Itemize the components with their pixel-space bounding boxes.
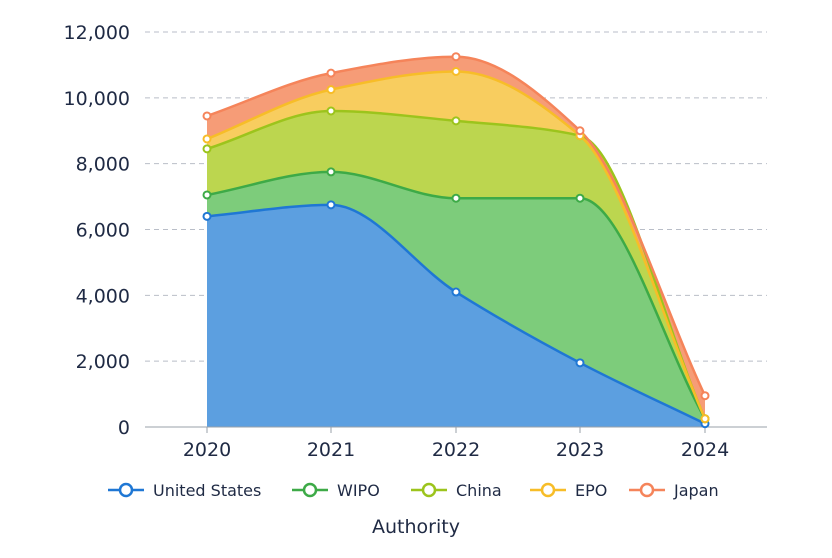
x-axis-title: Authority xyxy=(372,516,460,538)
legend-item-china[interactable]: China xyxy=(411,481,502,500)
x-tick-label: 2023 xyxy=(556,439,604,461)
legend-marker-icon xyxy=(304,484,316,496)
legend-marker-icon xyxy=(120,484,132,496)
y-tick-label: 6,000 xyxy=(76,220,130,242)
point-china[interactable] xyxy=(453,117,460,124)
y-tick-label: 10,000 xyxy=(64,88,130,110)
legend-item-united-states[interactable]: United States xyxy=(108,481,261,500)
x-tick-label: 2024 xyxy=(681,439,729,461)
point-united-states[interactable] xyxy=(328,201,335,208)
point-epo[interactable] xyxy=(453,68,460,75)
point-china[interactable] xyxy=(328,108,335,115)
point-china[interactable] xyxy=(204,145,211,152)
y-tick-label: 4,000 xyxy=(76,285,130,307)
point-wipo[interactable] xyxy=(204,191,211,198)
series-areas xyxy=(207,57,705,427)
y-tick-label: 8,000 xyxy=(76,154,130,176)
legend-item-wipo[interactable]: WIPO xyxy=(292,481,380,500)
legend-label: United States xyxy=(153,481,261,500)
x-tick-label: 2021 xyxy=(307,439,355,461)
point-epo[interactable] xyxy=(204,135,211,142)
point-united-states[interactable] xyxy=(204,213,211,220)
x-tick-label: 2022 xyxy=(432,439,480,461)
point-japan[interactable] xyxy=(453,53,460,60)
y-tick-label: 12,000 xyxy=(64,22,130,44)
legend-item-epo[interactable]: EPO xyxy=(530,481,607,500)
point-japan[interactable] xyxy=(204,112,211,119)
legend-label: WIPO xyxy=(337,481,380,500)
point-united-states[interactable] xyxy=(453,289,460,296)
chart-container: 02,0004,0006,0008,00010,00012,000 202020… xyxy=(0,0,832,558)
y-axis-tick-labels: 0 2,000 4,000 6,000 8,000 10,000 12,000 xyxy=(64,22,130,439)
legend-label: China xyxy=(456,481,502,500)
axes xyxy=(145,427,767,433)
x-tick-label: 2020 xyxy=(183,439,231,461)
point-wipo[interactable] xyxy=(453,195,460,202)
point-wipo[interactable] xyxy=(577,195,584,202)
point-epo[interactable] xyxy=(702,415,709,422)
legend-label: Japan xyxy=(673,481,719,500)
legend-marker-icon xyxy=(423,484,435,496)
legend: United States WIPO China EPO Japan xyxy=(108,481,719,500)
point-japan[interactable] xyxy=(328,70,335,77)
legend-marker-icon xyxy=(641,484,653,496)
stacked-area-chart: 02,0004,0006,0008,00010,00012,000 202020… xyxy=(0,0,832,558)
legend-marker-icon xyxy=(542,484,554,496)
legend-label: EPO xyxy=(575,481,607,500)
y-tick-label: 2,000 xyxy=(76,351,130,373)
y-tick-label: 0 xyxy=(118,417,130,439)
point-epo[interactable] xyxy=(328,86,335,93)
x-axis-tick-labels: 2020 2021 2022 2023 2024 xyxy=(183,439,729,461)
point-united-states[interactable] xyxy=(577,359,584,366)
point-wipo[interactable] xyxy=(328,168,335,175)
point-japan[interactable] xyxy=(702,392,709,399)
point-japan[interactable] xyxy=(577,127,584,134)
legend-item-japan[interactable]: Japan xyxy=(629,481,719,500)
